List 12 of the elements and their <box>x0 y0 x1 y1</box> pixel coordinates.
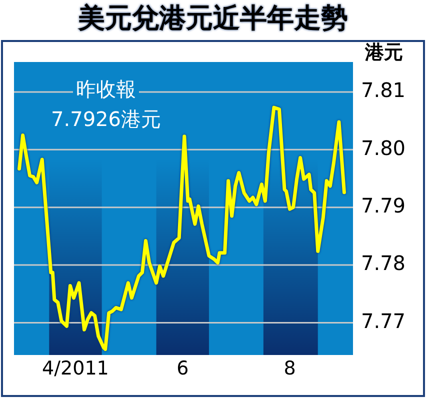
y-tick-label: 7.80 <box>361 136 406 160</box>
annotation: 昨收報 <box>76 77 136 102</box>
x-tick-label: 4/2011 <box>42 357 109 380</box>
y-axis-title: 港元 <box>364 41 403 64</box>
y-tick-label: 7.81 <box>361 78 406 102</box>
x-tick-label: 6 <box>176 357 189 380</box>
chart-title: 美元兌港元近半年走勢 <box>76 2 349 36</box>
y-tick-label: 7.78 <box>361 251 406 276</box>
y-tick-label: 7.77 <box>361 308 406 333</box>
x-tick-label: 8 <box>284 357 296 380</box>
annotation: 7.7926港元 <box>51 107 161 132</box>
y-tick-label: 7.79 <box>361 194 406 218</box>
